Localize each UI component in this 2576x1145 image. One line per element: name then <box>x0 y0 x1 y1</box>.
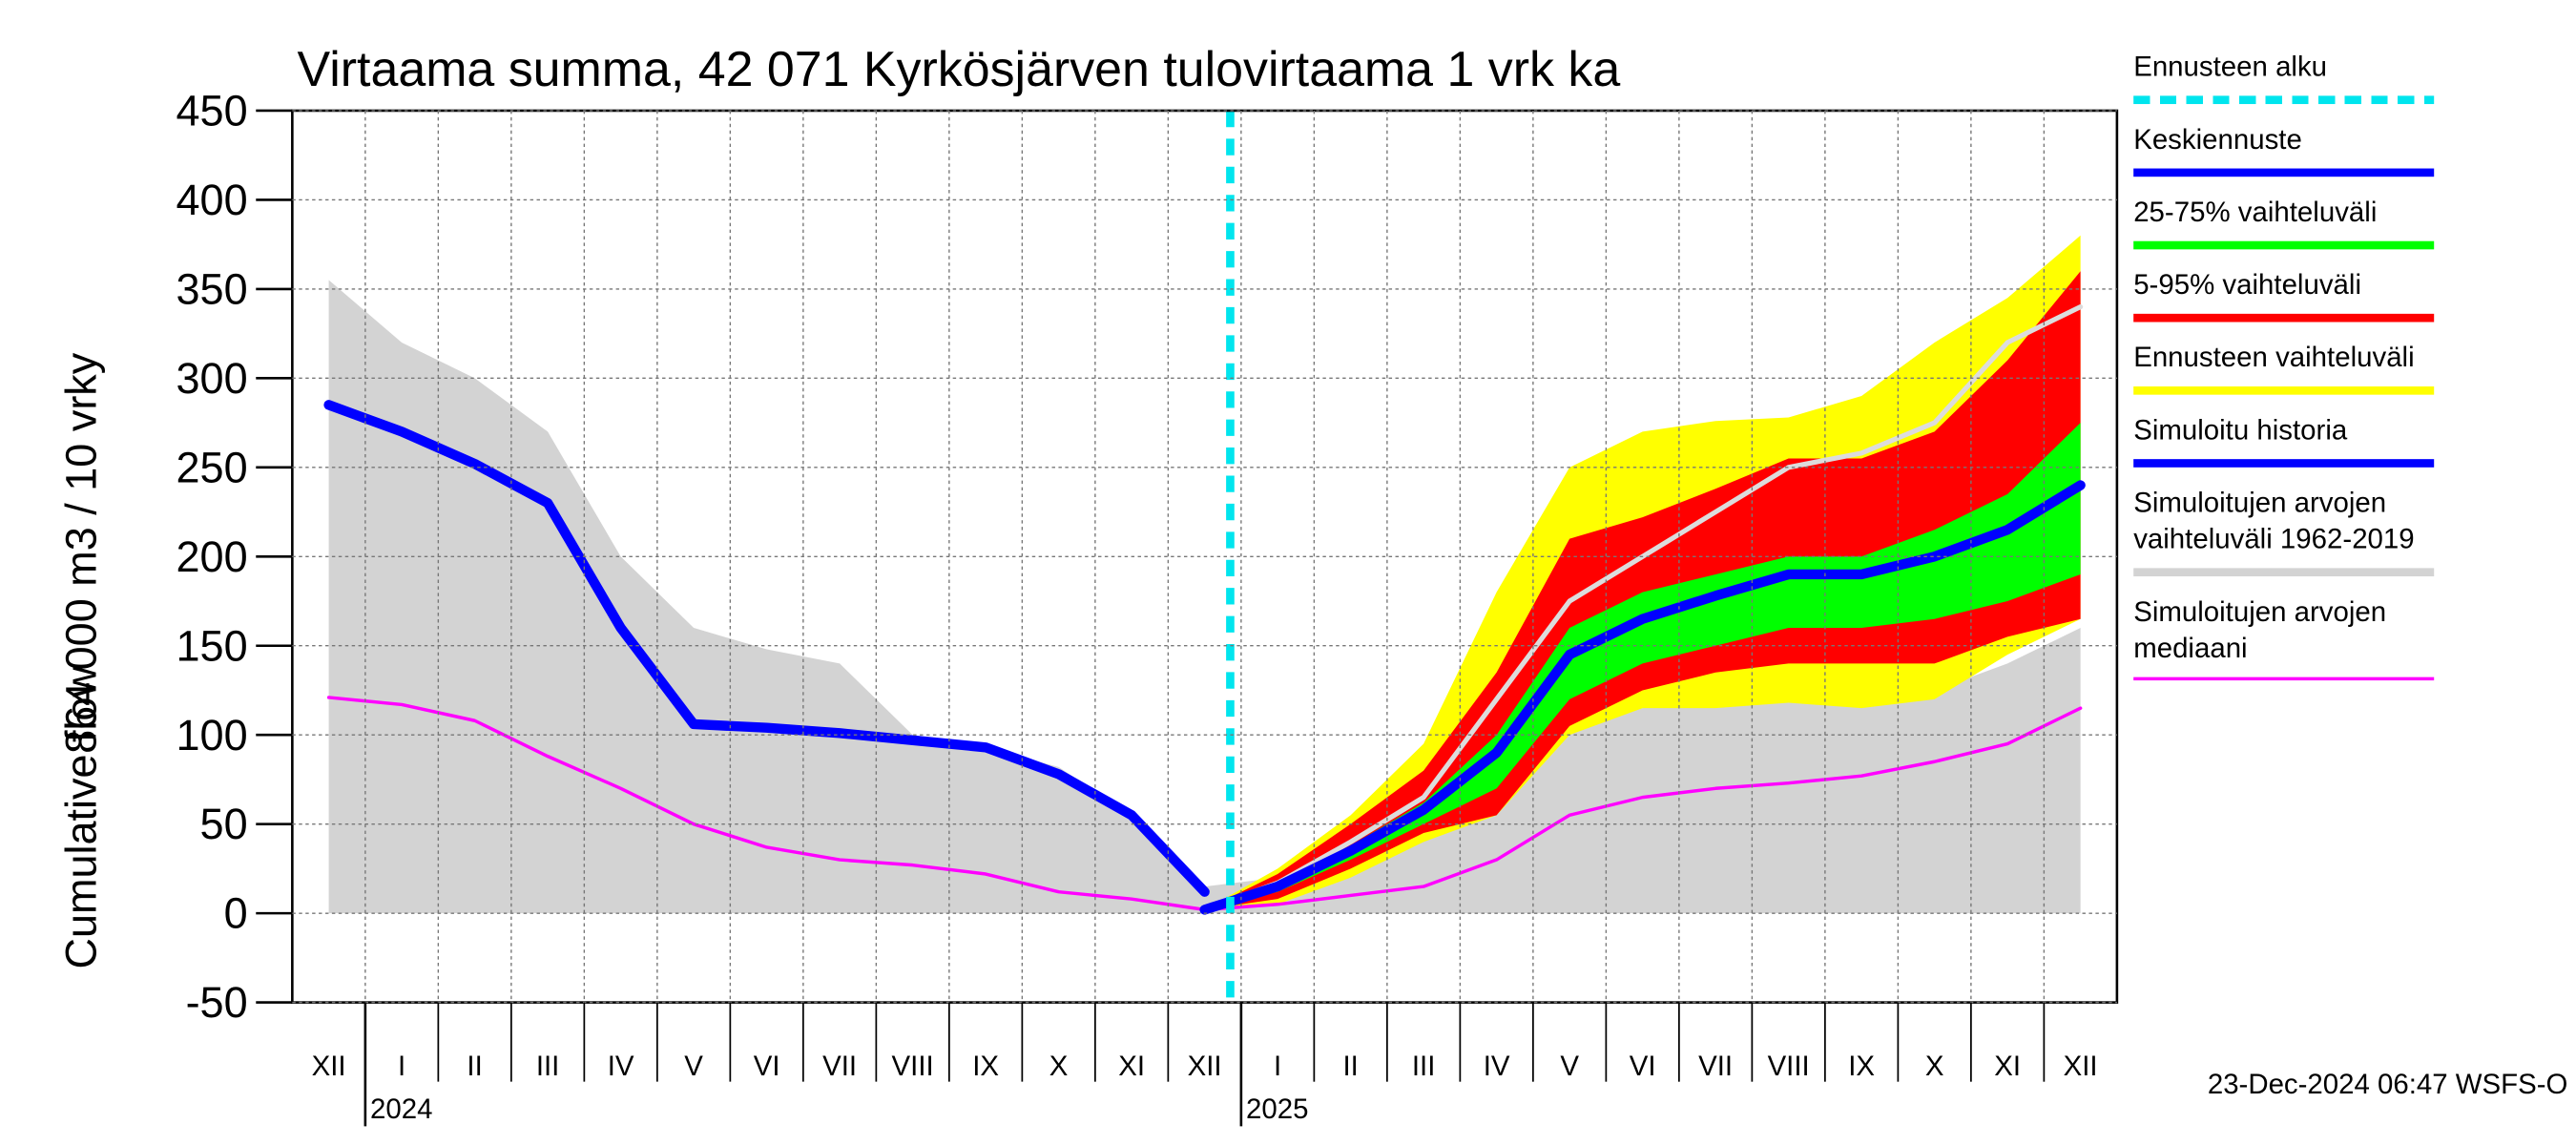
x-tick-label: XI <box>1994 1051 2021 1082</box>
legend-swatch <box>2133 95 2435 105</box>
legend-item: Ennusteen alku <box>2133 50 2447 122</box>
y-tick-label: 150 <box>177 621 248 670</box>
legend-swatch <box>2133 677 2435 681</box>
legend-item: Ennusteen vaihteluväli <box>2133 341 2447 413</box>
y-tick-label: 100 <box>177 711 248 760</box>
x-tick-label: II <box>1342 1051 1358 1082</box>
legend-label: Ennusteen alku <box>2133 51 2328 83</box>
y-tick-label: 200 <box>177 532 248 581</box>
line <box>323 400 1210 897</box>
legend: Ennusteen alku Keskiennuste 25-75% vaihtel… <box>2133 50 2447 681</box>
x-tick-label: X <box>1925 1051 1944 1082</box>
legend-swatch <box>2133 386 2435 395</box>
legend-item: Simuloitu historia <box>2133 413 2447 486</box>
x-tick-label: XII <box>1188 1051 1222 1082</box>
x-tick-label: VIII <box>892 1051 934 1082</box>
x-tick-label: VII <box>822 1051 857 1082</box>
x-tick-label: X <box>1049 1051 1069 1082</box>
x-tick-label: II <box>467 1051 482 1082</box>
x-tick-label: XII <box>2064 1051 2098 1082</box>
y-tick-label: 0 <box>224 889 248 938</box>
legend-item: Keskiennuste <box>2133 122 2447 195</box>
x-tick-label: VI <box>754 1051 780 1082</box>
x-tick-label: VIII <box>1768 1051 1810 1082</box>
x-tick-label: III <box>536 1051 560 1082</box>
legend-item: 5-95% vaihteluväli <box>2133 267 2447 340</box>
legend-swatch <box>2133 168 2435 177</box>
legend-label: Keskiennuste <box>2133 123 2302 156</box>
legend-label: Ennusteen vaihteluväli <box>2133 342 2415 374</box>
legend-swatch <box>2133 313 2435 323</box>
line <box>1199 480 2086 915</box>
y-tick-label: 300 <box>177 354 248 403</box>
x-tick-label: III <box>1412 1051 1436 1082</box>
year-label: 2024 <box>370 1093 432 1125</box>
legend-item: 25-75% vaihteluväli <box>2133 195 2447 267</box>
x-tick-label: VI <box>1630 1051 1656 1082</box>
x-tick-label: IX <box>972 1051 999 1082</box>
x-tick-label: XII <box>312 1051 346 1082</box>
x-tick-label: IV <box>1484 1051 1510 1082</box>
x-tick-label: I <box>1274 1051 1281 1082</box>
x-tick-label: I <box>398 1051 405 1082</box>
band <box>328 280 2081 914</box>
legend-label: 5-95% vaihteluväli <box>2133 269 2361 302</box>
y-tick-label: -50 <box>186 978 248 1027</box>
y-tick-label: 400 <box>177 176 248 224</box>
legend-swatch <box>2133 568 2435 577</box>
legend-item: Simuloitujen arvojen vaihteluväli 1962-2… <box>2133 486 2447 594</box>
x-tick-label: IX <box>1848 1051 1875 1082</box>
year-label: 2025 <box>1246 1093 1308 1125</box>
legend-label: 25-75% vaihteluväli <box>2133 196 2378 228</box>
legend-swatch <box>2133 459 2435 468</box>
y-axis-label: Cumulative flow <box>56 665 105 968</box>
y-tick-label: 450 <box>177 87 248 135</box>
x-tick-label: V <box>684 1051 703 1082</box>
legend-label: Simuloitujen arvojen vaihteluväli 1962-2… <box>2133 487 2415 555</box>
band <box>1204 271 2081 910</box>
x-tick-label: IV <box>608 1051 634 1082</box>
plot-area <box>323 235 2086 915</box>
x-tick-label: VII <box>1698 1051 1733 1082</box>
y-tick-label: 250 <box>177 443 248 491</box>
y-tick-label: 50 <box>200 800 248 848</box>
footer: 23-Dec-2024 06:47 WSFS-O <box>2208 1069 2568 1100</box>
x-tick-label: XI <box>1118 1051 1145 1082</box>
chart-title: Virtaama summa, 42 071 Kyrkösjärven tulo… <box>298 42 1621 97</box>
legend-label: Simuloitu historia <box>2133 414 2348 447</box>
legend-label: Simuloitujen arvojen mediaani <box>2133 595 2387 664</box>
x-tick-label: V <box>1560 1051 1579 1082</box>
legend-item: Simuloitujen arvojen mediaani <box>2133 594 2447 681</box>
y-tick-label: 350 <box>177 264 248 313</box>
y-axis-label: 864 000 m3 / 10 vrky <box>56 352 105 754</box>
legend-swatch <box>2133 240 2435 250</box>
